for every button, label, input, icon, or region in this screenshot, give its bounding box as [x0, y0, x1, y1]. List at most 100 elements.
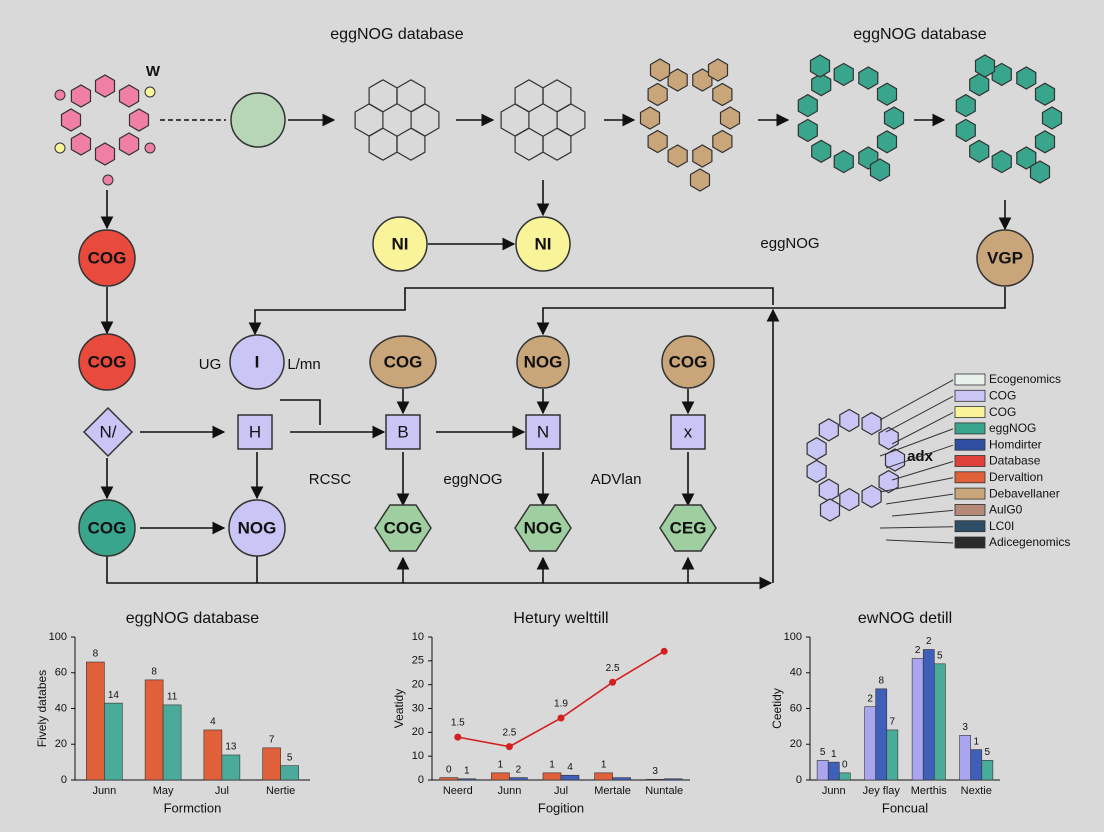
bar-label: 11 — [167, 692, 178, 703]
y-tick-label: 40 — [55, 702, 67, 714]
bar-label: 1 — [464, 765, 470, 776]
legend-label: COG — [989, 405, 1016, 419]
bar — [594, 772, 613, 781]
chart-title: Hetury welttill — [513, 610, 608, 627]
bar — [933, 663, 946, 781]
point — [505, 743, 513, 751]
node-shape — [670, 414, 706, 450]
node-label: COG — [384, 352, 423, 371]
legend-label: AulG0 — [989, 503, 1023, 517]
hexagon — [70, 132, 92, 156]
point — [557, 714, 565, 722]
legend-leader — [885, 539, 954, 544]
y-axis-label: Fively databes — [35, 670, 49, 747]
bar — [457, 778, 477, 781]
bar — [542, 772, 562, 781]
hexagon — [94, 74, 116, 98]
bar-label: 7 — [269, 734, 275, 745]
hexagon — [1034, 82, 1056, 106]
legend-label: LC0I — [989, 519, 1014, 533]
legend-leader — [879, 477, 954, 493]
hexagon — [839, 408, 860, 433]
hexagon — [647, 129, 668, 154]
hexagon — [1016, 66, 1037, 90]
legend-leader — [891, 412, 954, 445]
bar-label: 0 — [446, 764, 452, 775]
x-tick-label: Mertale — [594, 785, 631, 797]
hexagon — [974, 54, 996, 78]
edge — [106, 556, 773, 590]
x-tick-label: Nextie — [961, 785, 992, 797]
x-tick-label: Junn — [822, 785, 846, 797]
legend-leader — [885, 493, 954, 505]
label: RCSC — [309, 471, 352, 488]
legend-swatch — [954, 373, 986, 386]
bar — [922, 649, 935, 781]
node-label: COG — [88, 248, 127, 267]
bar-label: 3 — [962, 722, 968, 733]
atom — [144, 86, 156, 98]
legend-leader — [885, 395, 954, 433]
y-tick-label: 60 — [790, 702, 802, 714]
node-label: NOG — [524, 518, 563, 537]
node-shape — [514, 504, 572, 552]
x-tick-label: Jul — [554, 785, 568, 797]
hexagon — [667, 68, 688, 92]
y-tick-label: 30 — [412, 702, 424, 714]
bar-label: 5 — [820, 747, 826, 758]
y-tick-label: 100 — [49, 631, 67, 643]
y-tick-label: 20 — [55, 738, 67, 750]
hexagon — [806, 437, 827, 461]
x-axis-label: Foncual — [882, 800, 928, 815]
bar — [981, 760, 994, 781]
bar — [439, 777, 459, 781]
bar-label: 4 — [210, 717, 216, 728]
legend-label: Debavellaner — [989, 486, 1060, 500]
bar — [560, 774, 580, 781]
node-label: NI — [535, 234, 552, 253]
label: eggNOG — [760, 235, 819, 252]
node-shape — [78, 499, 136, 557]
hexagon — [876, 82, 898, 106]
hexagon — [884, 448, 906, 472]
x-tick-label: May — [153, 785, 174, 797]
node-label: COG — [669, 352, 708, 371]
bar-label: 3 — [652, 766, 658, 777]
legend-leader — [879, 428, 954, 457]
node-shape — [78, 229, 136, 287]
hexagon — [60, 108, 82, 132]
node-shape — [385, 414, 421, 450]
legend-leader — [879, 379, 954, 421]
node-shape — [515, 216, 571, 272]
node-label: CEG — [670, 518, 707, 537]
molecules — [54, 54, 1063, 522]
bar — [144, 679, 164, 781]
node-label: VGP — [987, 248, 1023, 267]
hexagon — [692, 144, 713, 168]
hexagon — [833, 62, 854, 87]
hexagon — [818, 478, 839, 502]
hexagon — [811, 139, 832, 163]
bar — [221, 754, 241, 781]
node-label: NI — [392, 234, 409, 253]
node-label: B — [397, 422, 408, 441]
hexagon — [1029, 160, 1051, 184]
node-label: N/ — [100, 422, 117, 441]
charts: eggNOG database Fively databes Formction 0 2… — [35, 610, 1000, 815]
hexagon — [712, 82, 733, 107]
bar — [816, 760, 829, 781]
node-label: NOG — [524, 352, 563, 371]
x-tick-label: Merthis — [911, 785, 948, 797]
node-shape — [659, 504, 717, 552]
hexagon — [639, 106, 661, 130]
bar — [86, 661, 105, 781]
legend-leader — [891, 509, 954, 517]
bar — [827, 761, 840, 781]
point — [609, 678, 617, 686]
node-shape — [372, 216, 428, 272]
hexagon — [861, 411, 882, 436]
bar — [864, 706, 877, 781]
node-label: COG — [88, 352, 127, 371]
bar-label: 0 — [842, 759, 848, 770]
